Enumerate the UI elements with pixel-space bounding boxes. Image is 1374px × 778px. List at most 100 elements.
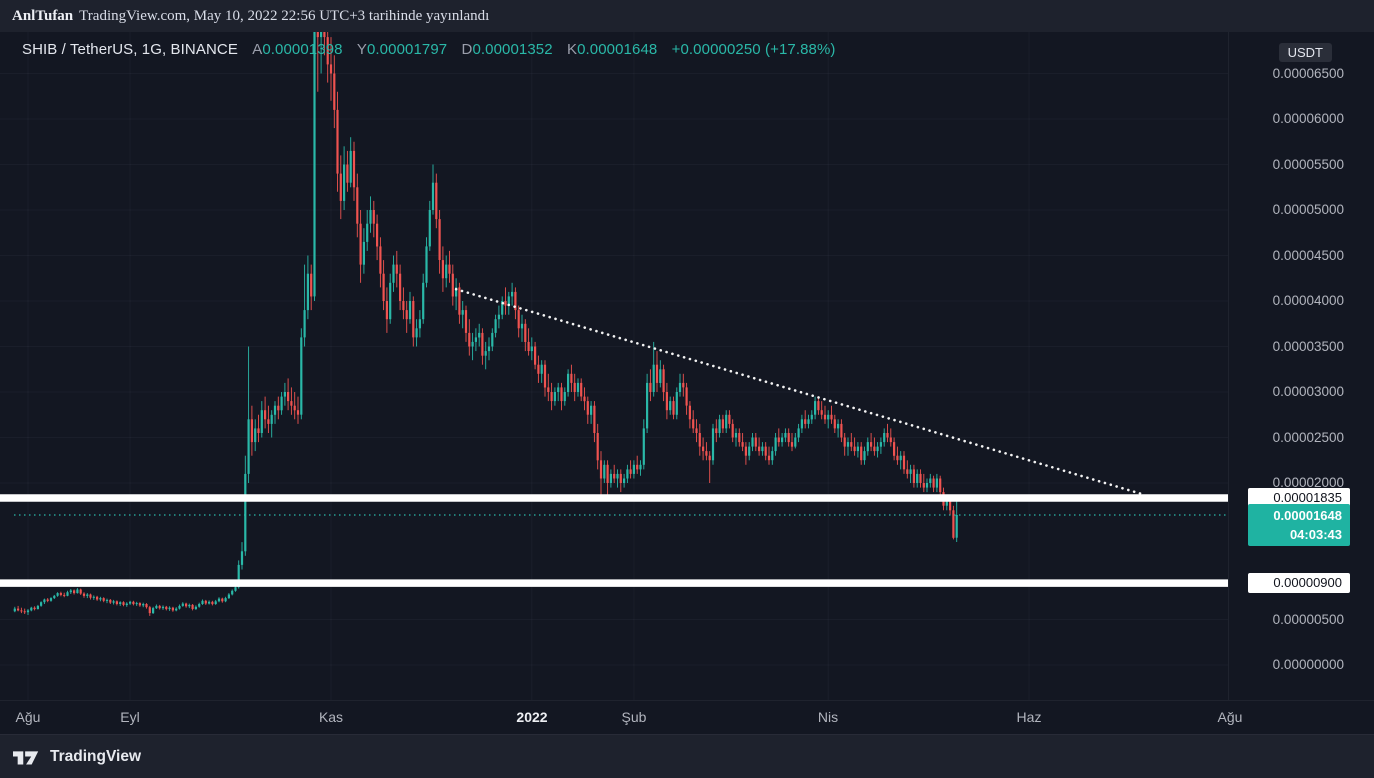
candle-body — [201, 600, 204, 604]
bar-countdown: 04:03:43 — [1289, 527, 1342, 542]
candle-body — [781, 437, 784, 443]
tradingview-logo-icon[interactable] — [13, 746, 41, 768]
candle-body — [405, 310, 408, 320]
candle-body — [511, 291, 514, 297]
candle-body — [53, 595, 56, 599]
candle-body — [863, 451, 866, 461]
candle-body — [356, 187, 359, 224]
candle-body — [675, 392, 678, 415]
trendline[interactable] — [454, 287, 1146, 497]
candle-body — [939, 478, 942, 493]
candle-body — [343, 164, 346, 201]
candle-body — [63, 594, 66, 596]
candle-body — [547, 387, 550, 392]
candle-body — [744, 446, 747, 456]
candle-body — [843, 437, 846, 447]
candle-body — [237, 564, 240, 588]
candle-body — [231, 590, 234, 595]
candle-body — [833, 419, 836, 429]
candle-body — [376, 223, 379, 247]
candle-body — [613, 473, 616, 479]
candle-body — [698, 433, 701, 447]
candle-body — [955, 515, 958, 538]
candle-body — [827, 414, 830, 420]
candle-body — [438, 219, 441, 260]
candle-body — [165, 606, 168, 610]
candle-body — [185, 603, 188, 607]
candle-body — [626, 469, 629, 479]
candle-body — [155, 605, 158, 609]
time-tick-label: Şub — [621, 709, 647, 725]
candle-body — [431, 182, 435, 210]
candle-body — [632, 464, 635, 474]
candle-body — [800, 419, 803, 429]
candle-body — [105, 599, 109, 601]
price-tick-label: 0.00004000 — [1272, 293, 1344, 308]
candle-body — [458, 287, 461, 315]
candle-body — [797, 428, 800, 438]
price-tick-label: 0.00002500 — [1272, 430, 1344, 445]
current-price-label: 0.00001648 04:03:43 — [1248, 504, 1350, 546]
candle-body — [629, 469, 632, 474]
candle-body — [352, 150, 356, 188]
candle-body — [491, 332, 494, 347]
time-axis[interactable]: Ağu Eyl Kas 2022 Şub Nis Haz Ağu — [0, 700, 1374, 734]
tradingview-brand-text[interactable]: TradingView — [50, 747, 142, 765]
candle-body — [758, 446, 761, 452]
candle-body — [415, 328, 418, 338]
candle-body — [738, 433, 741, 443]
chart-pane[interactable]: SHIB / TetherUS, 1G, BINANCE A0.00001398… — [0, 32, 1228, 700]
candle-body — [247, 419, 250, 474]
price-level-label: 0.00001835 — [1248, 488, 1350, 508]
candle-body — [441, 260, 444, 279]
time-tick-label: 2022 — [516, 709, 548, 725]
candle-body — [573, 382, 576, 392]
candle-body — [916, 473, 919, 483]
candle-body — [138, 603, 141, 606]
candle-body — [543, 364, 547, 388]
candle-body — [563, 392, 566, 402]
candle-body — [115, 601, 118, 604]
current-price-value: 0.00001648 — [1273, 508, 1342, 523]
candle-body — [646, 382, 649, 429]
candle-body — [455, 287, 458, 297]
candlestick-chart-svg[interactable] — [0, 32, 1228, 700]
candle-body — [326, 37, 329, 65]
candle-body — [385, 301, 388, 320]
candle-body — [82, 593, 86, 596]
candle-body — [837, 423, 840, 429]
attribution-bar: AnlTufan TradingView.com, May 10, 2022 2… — [0, 0, 1374, 32]
candle-body — [787, 433, 790, 443]
candle-body — [814, 401, 817, 415]
candle-body — [445, 264, 448, 279]
candle-body — [688, 405, 691, 420]
candle-body — [767, 455, 771, 461]
candle-body — [23, 611, 26, 613]
candle-body — [270, 414, 273, 424]
candle-body — [277, 405, 280, 411]
candle-body — [777, 437, 780, 443]
candle-body — [570, 373, 573, 383]
candle-body — [428, 210, 431, 247]
candle-body — [204, 600, 207, 604]
candle-body — [257, 428, 260, 433]
candle-body — [422, 282, 425, 320]
candle-body — [873, 446, 876, 452]
price-axis[interactable]: USDT 0.00006500 0.00006000 0.00005500 0.000… — [1228, 32, 1374, 700]
candle-body — [461, 310, 464, 315]
candle-body — [99, 598, 102, 600]
candle-body — [408, 301, 412, 320]
price-tick-label: 0.00005500 — [1272, 157, 1344, 172]
candle-body — [86, 594, 89, 596]
candle-body — [119, 602, 122, 604]
candle-body — [909, 469, 912, 474]
candle-body — [92, 596, 95, 598]
candle-body — [840, 423, 843, 438]
candle-body — [66, 592, 69, 596]
time-tick-label: Kas — [318, 709, 344, 725]
candle-body — [188, 604, 191, 607]
candle-body — [481, 332, 484, 356]
price-tick-label: 0.00003500 — [1272, 339, 1344, 354]
candle-body — [211, 601, 214, 605]
candle-body — [721, 419, 724, 429]
